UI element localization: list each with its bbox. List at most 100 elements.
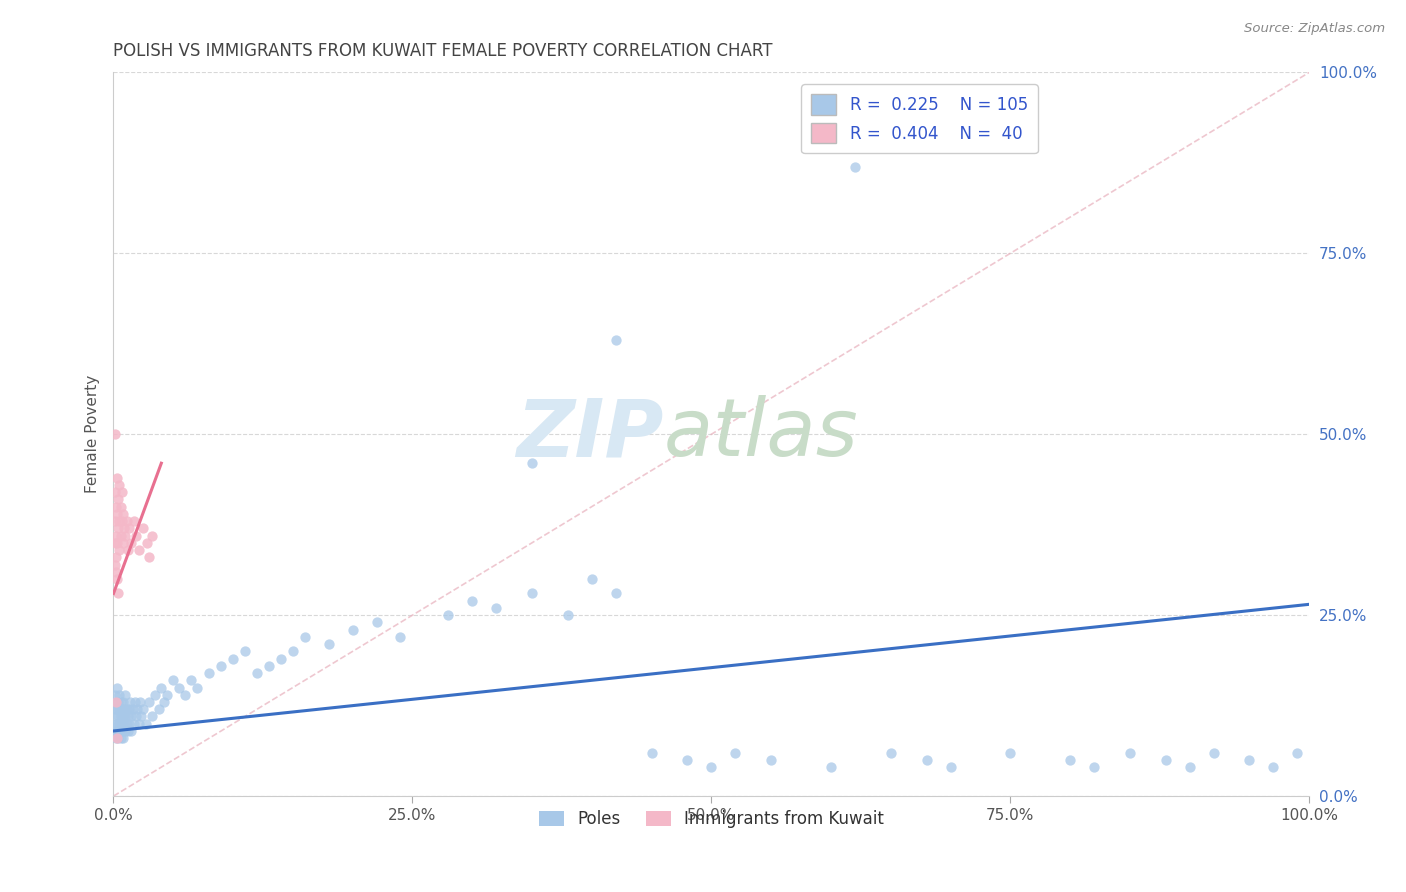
Point <box>257 658 280 673</box>
Point <box>844 160 866 174</box>
Point <box>115 716 138 731</box>
Point <box>104 731 127 746</box>
Point <box>1263 760 1285 774</box>
Point <box>104 709 127 723</box>
Point <box>104 536 127 550</box>
Point <box>120 723 142 738</box>
Legend: Poles, Immigrants from Kuwait: Poles, Immigrants from Kuwait <box>533 804 890 835</box>
Point <box>105 723 128 738</box>
Point <box>915 753 938 767</box>
Point <box>141 528 163 542</box>
Point <box>162 673 184 688</box>
Point <box>557 608 579 623</box>
Point <box>676 753 699 767</box>
Point <box>112 695 135 709</box>
Point <box>108 543 131 558</box>
Point <box>112 536 135 550</box>
Point <box>104 702 127 716</box>
Text: POLISH VS IMMIGRANTS FROM KUWAIT FEMALE POVERTY CORRELATION CHART: POLISH VS IMMIGRANTS FROM KUWAIT FEMALE … <box>114 42 773 60</box>
Point <box>156 688 179 702</box>
Text: ZIP: ZIP <box>516 395 664 474</box>
Point <box>640 746 662 760</box>
Point <box>180 673 202 688</box>
Point <box>108 716 131 731</box>
Point <box>105 572 128 586</box>
Point <box>104 528 127 542</box>
Point <box>1000 746 1022 760</box>
Point <box>114 709 136 723</box>
Point <box>1178 760 1201 774</box>
Point <box>246 666 269 681</box>
Point <box>105 716 128 731</box>
Point <box>1202 746 1225 760</box>
Point <box>294 630 316 644</box>
Point <box>112 521 135 535</box>
Text: atlas: atlas <box>664 395 858 474</box>
Point <box>105 471 128 485</box>
Point <box>389 630 412 644</box>
Point <box>104 695 127 709</box>
Point <box>141 709 163 723</box>
Point <box>104 485 127 500</box>
Point <box>107 492 129 507</box>
Point <box>125 709 148 723</box>
Point <box>700 760 723 774</box>
Point <box>104 716 127 731</box>
Point <box>222 651 245 665</box>
Point <box>107 695 129 709</box>
Point <box>112 507 135 521</box>
Point <box>605 333 627 347</box>
Point <box>128 716 150 731</box>
Point <box>118 716 141 731</box>
Point <box>127 702 149 716</box>
Point <box>110 709 132 723</box>
Point <box>117 723 139 738</box>
Point <box>111 702 134 716</box>
Point <box>520 586 543 600</box>
Point <box>105 536 128 550</box>
Point <box>104 550 127 565</box>
Point <box>1154 753 1177 767</box>
Point <box>270 651 292 665</box>
Point <box>209 658 232 673</box>
Point <box>112 731 135 746</box>
Point <box>104 558 127 572</box>
Point <box>111 485 134 500</box>
Point <box>118 521 141 535</box>
Point <box>461 593 484 607</box>
Point <box>167 681 190 695</box>
Point <box>117 709 139 723</box>
Point <box>128 543 150 558</box>
Point <box>112 716 135 731</box>
Point <box>105 681 128 695</box>
Point <box>233 644 256 658</box>
Point <box>1083 760 1105 774</box>
Point <box>820 760 842 774</box>
Point <box>520 456 543 470</box>
Point <box>112 702 135 716</box>
Point <box>111 723 134 738</box>
Point <box>110 731 132 746</box>
Point <box>366 615 388 630</box>
Point <box>1239 753 1261 767</box>
Point <box>135 716 157 731</box>
Point <box>108 478 131 492</box>
Point <box>485 601 508 615</box>
Point <box>150 681 173 695</box>
Point <box>124 695 146 709</box>
Point <box>115 514 138 528</box>
Point <box>174 688 197 702</box>
Point <box>110 500 132 514</box>
Point <box>110 528 132 542</box>
Point <box>939 760 962 774</box>
Point <box>108 702 131 716</box>
Point <box>114 723 136 738</box>
Point <box>105 702 128 716</box>
Point <box>1286 746 1309 760</box>
Point <box>581 572 603 586</box>
Point <box>342 623 364 637</box>
Point <box>111 514 134 528</box>
Point <box>136 536 159 550</box>
Point <box>104 695 127 709</box>
Point <box>107 731 129 746</box>
